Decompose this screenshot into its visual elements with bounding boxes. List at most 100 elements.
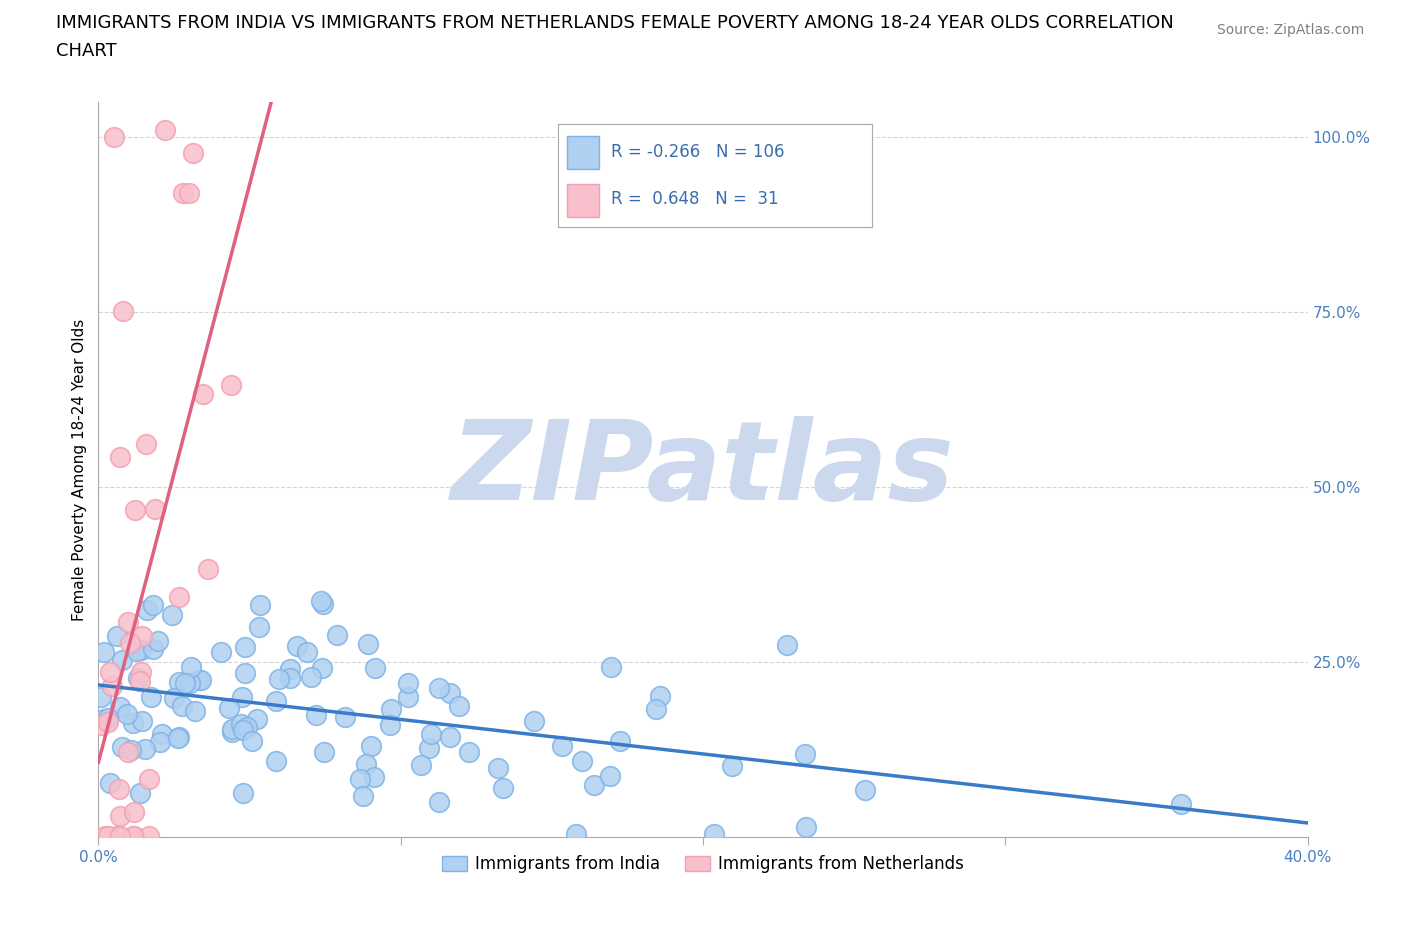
- Point: [180, 659, 202, 674]
- Point: [112, 304, 135, 319]
- Point: [90, 717, 112, 732]
- Point: [267, 671, 290, 686]
- Point: [396, 676, 419, 691]
- Point: [174, 675, 197, 690]
- Point: [93, 644, 115, 659]
- Point: [245, 711, 267, 726]
- Point: [135, 602, 157, 617]
- Point: [240, 734, 263, 749]
- Point: [121, 716, 143, 731]
- Point: [98, 776, 121, 790]
- Point: [449, 698, 471, 713]
- Point: [232, 786, 254, 801]
- Point: [191, 387, 214, 402]
- Point: [354, 757, 377, 772]
- Point: [98, 664, 121, 679]
- Point: [439, 729, 461, 744]
- Point: [170, 698, 193, 713]
- Point: [396, 689, 419, 704]
- Point: [179, 676, 201, 691]
- Point: [305, 708, 328, 723]
- Point: [794, 819, 817, 834]
- Point: [131, 629, 153, 644]
- Point: [299, 670, 322, 684]
- Text: CHART: CHART: [56, 42, 117, 60]
- Point: [221, 378, 243, 392]
- Point: [127, 644, 149, 658]
- Point: [127, 671, 149, 685]
- Point: [103, 130, 125, 145]
- Point: [247, 619, 270, 634]
- Point: [599, 660, 621, 675]
- Point: [122, 829, 145, 844]
- Point: [314, 745, 336, 760]
- Point: [94, 829, 117, 844]
- Point: [110, 808, 132, 823]
- Point: [181, 146, 204, 161]
- Point: [439, 686, 461, 701]
- Point: [139, 689, 162, 704]
- Point: [793, 747, 815, 762]
- Point: [380, 702, 402, 717]
- Point: [124, 503, 146, 518]
- Point: [609, 733, 631, 748]
- Point: [153, 123, 176, 138]
- Point: [409, 757, 432, 772]
- Point: [264, 754, 287, 769]
- Point: [644, 702, 666, 717]
- Point: [124, 805, 146, 820]
- Point: [364, 660, 387, 675]
- Point: [231, 690, 253, 705]
- Point: [134, 741, 156, 756]
- Point: [278, 661, 301, 676]
- Point: [142, 598, 165, 613]
- Point: [167, 590, 190, 604]
- Point: [353, 789, 375, 804]
- Point: [117, 615, 139, 630]
- Point: [129, 785, 152, 800]
- Point: [179, 186, 201, 201]
- Legend: Immigrants from India, Immigrants from Netherlands: Immigrants from India, Immigrants from N…: [434, 849, 972, 880]
- Point: [97, 829, 120, 844]
- Point: [486, 761, 509, 776]
- Point: [280, 671, 302, 685]
- Point: [363, 769, 385, 784]
- Point: [107, 628, 129, 643]
- Point: [190, 672, 212, 687]
- Text: Source: ZipAtlas.com: Source: ZipAtlas.com: [1216, 23, 1364, 37]
- Point: [135, 436, 157, 451]
- Point: [110, 829, 132, 844]
- Point: [311, 660, 333, 675]
- Point: [309, 594, 332, 609]
- Point: [107, 782, 129, 797]
- Point: [287, 639, 309, 654]
- Point: [115, 707, 138, 722]
- Point: [162, 607, 184, 622]
- Point: [218, 701, 240, 716]
- Point: [101, 679, 124, 694]
- Point: [775, 637, 797, 652]
- Point: [360, 738, 382, 753]
- Point: [378, 717, 401, 732]
- Point: [166, 731, 188, 746]
- Point: [582, 777, 605, 792]
- Point: [249, 598, 271, 613]
- Point: [143, 501, 166, 516]
- Point: [162, 690, 184, 705]
- Point: [90, 690, 112, 705]
- Text: ZIPatlas: ZIPatlas: [451, 416, 955, 524]
- Point: [523, 713, 546, 728]
- Point: [233, 639, 256, 654]
- Point: [197, 562, 219, 577]
- Point: [703, 826, 725, 841]
- Point: [564, 826, 586, 841]
- Point: [167, 730, 190, 745]
- Point: [427, 794, 450, 809]
- Point: [138, 829, 160, 844]
- Point: [97, 711, 120, 725]
- Point: [149, 735, 172, 750]
- Point: [122, 829, 145, 844]
- Point: [150, 726, 173, 741]
- Point: [648, 689, 671, 704]
- Point: [233, 666, 256, 681]
